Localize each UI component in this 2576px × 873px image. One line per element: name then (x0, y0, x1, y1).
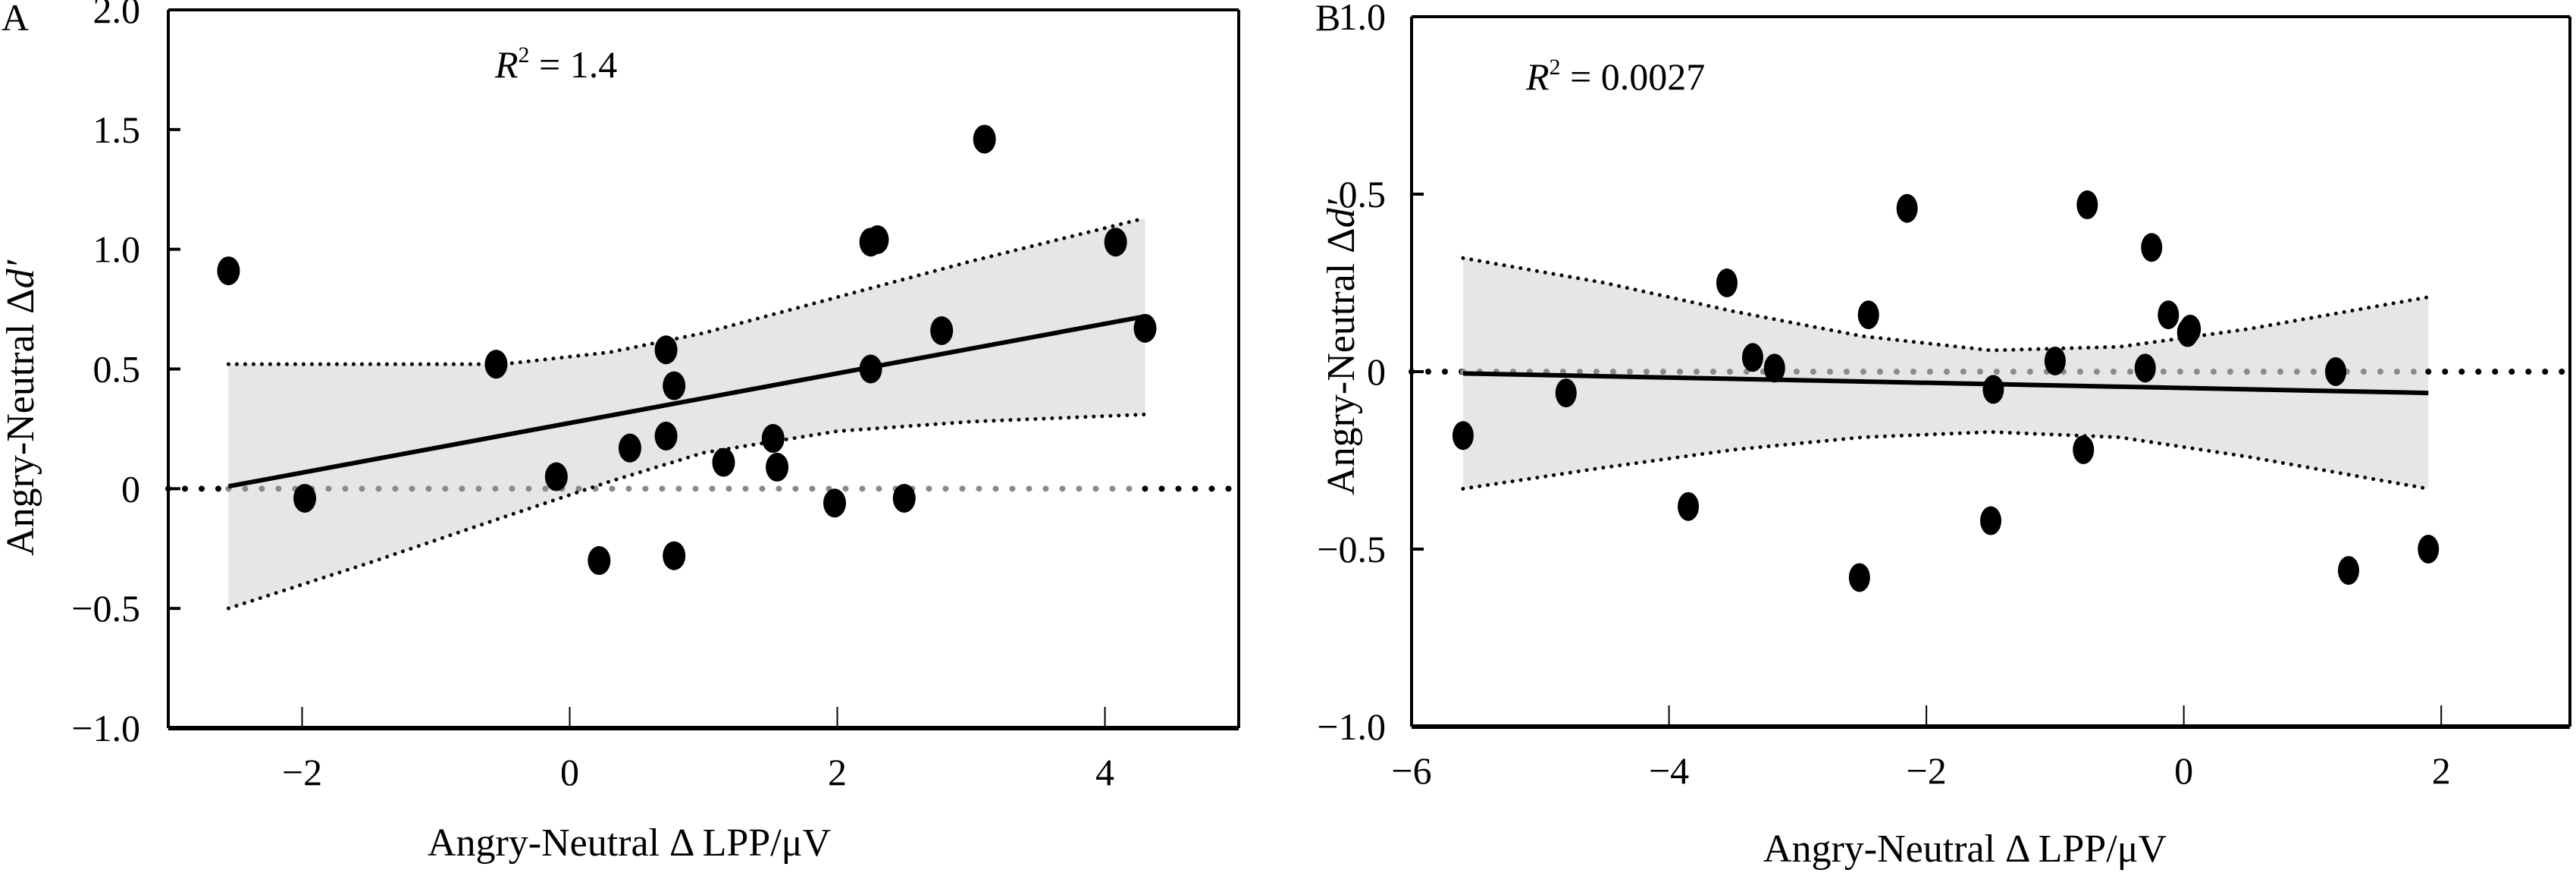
r2-superscript: 2 (1550, 55, 1561, 80)
data-point (2176, 318, 2198, 347)
data-point (866, 225, 889, 255)
x-tick-label: −4 (1649, 749, 1689, 792)
y-tick-label: −0.5 (71, 587, 140, 630)
y-tick-label: −1.0 (1317, 705, 1386, 748)
data-point (1555, 378, 1577, 408)
y-tick-label: 0 (1367, 350, 1386, 393)
data-point (2337, 556, 2359, 586)
x-tick-label: 2 (2432, 749, 2451, 792)
y-tick-label: 1.0 (93, 228, 141, 271)
plot-area (1409, 15, 2573, 729)
data-point (654, 335, 678, 365)
r2-symbol: R (494, 43, 519, 86)
data-point (823, 488, 846, 518)
y-tick-label: 2.0 (93, 0, 141, 31)
r2-annotation: R2 = 1.4 (494, 42, 617, 86)
data-point (2418, 535, 2440, 564)
data-point (618, 433, 641, 463)
ci-upper-curve (1461, 256, 2430, 353)
data-point (766, 452, 789, 482)
data-point (1741, 343, 1763, 372)
ci-lower-curve (1461, 430, 2430, 491)
panel-label: A (2, 0, 29, 39)
r2-symbol: R (1525, 55, 1550, 98)
r2-value: = 1.4 (530, 43, 618, 86)
data-point (2044, 346, 2066, 375)
panel-a: A R2 = 1.4 Angry-Neutral Δ LPP/μV Angry-… (0, 0, 1242, 865)
y-axis-title-prefix: Angry-Neutral Δ (1320, 228, 1363, 495)
data-point (761, 424, 785, 454)
data-point (973, 124, 996, 154)
y-axis-title: Angry-Neutral Δd′ (0, 259, 42, 556)
data-point (663, 541, 686, 570)
y-axis-title-dprime: d′ (1320, 198, 1363, 228)
y-tick-label: 0.5 (1339, 173, 1387, 215)
r2-value: = 0.0027 (1561, 55, 1706, 98)
ci-lower-curve (226, 412, 1147, 611)
data-point (293, 483, 317, 513)
y-tick-label: 1.5 (93, 108, 141, 151)
data-point (484, 350, 508, 379)
x-axis-title: Angry-Neutral Δ LPP/μV (1763, 827, 2167, 871)
data-point (1716, 268, 1738, 297)
x-tick-label: −2 (1907, 749, 1947, 792)
regression-line (1462, 371, 2429, 396)
data-point (588, 546, 611, 576)
y-tick-label: 0.5 (93, 348, 141, 391)
x-tick-label: −2 (282, 751, 322, 793)
x-tick-label: −6 (1391, 749, 1431, 792)
data-point (2325, 357, 2347, 386)
data-point (654, 421, 678, 451)
y-axis-title-prefix: Angry-Neutral Δ (0, 288, 42, 556)
data-point (892, 483, 916, 513)
y-axis-title: Angry-Neutral Δd′ (1320, 198, 1363, 495)
data-point (1848, 563, 1870, 592)
x-tick-label: 0 (2174, 749, 2193, 792)
data-point (712, 447, 735, 477)
plot-area (165, 8, 1242, 730)
x-tick-label: 4 (1095, 751, 1114, 793)
data-point (2141, 233, 2163, 262)
y-tick-label: −0.5 (1317, 528, 1386, 570)
data-point (1896, 193, 1918, 223)
x-tick-label: 2 (828, 751, 847, 793)
regression-line (227, 314, 1145, 489)
data-point (1982, 375, 2004, 404)
data-point (1763, 353, 1785, 383)
y-tick-label: −1.0 (71, 707, 140, 749)
data-point (2076, 190, 2098, 220)
data-point (2073, 435, 2095, 464)
data-point (2134, 353, 2156, 383)
confidence-band (228, 218, 1145, 609)
data-point (1678, 491, 1700, 521)
y-axis-title-dprime: d′ (0, 259, 42, 288)
data-point (1452, 421, 1474, 451)
data-point (1857, 300, 1879, 330)
x-axis-title: Angry-Neutral Δ LPP/μV (428, 821, 831, 865)
data-point (859, 354, 882, 384)
data-point (930, 316, 954, 345)
data-point (663, 371, 686, 400)
data-point (2158, 300, 2180, 330)
panel-label: B (1315, 0, 1340, 39)
data-point (1104, 228, 1127, 257)
panel-b: B R2 = 0.0027 Angry-Neutral Δ LPP/μV Ang… (1315, 0, 2573, 871)
y-tick-label: 1.0 (1339, 0, 1387, 38)
data-point (217, 256, 240, 286)
data-point (544, 462, 568, 491)
x-tick-label: 0 (560, 751, 579, 793)
r2-superscript: 2 (519, 42, 530, 68)
data-point (1133, 313, 1157, 343)
r2-annotation: R2 = 0.0027 (1525, 55, 1705, 98)
y-tick-label: 0 (121, 467, 140, 510)
data-point (1980, 506, 2001, 535)
